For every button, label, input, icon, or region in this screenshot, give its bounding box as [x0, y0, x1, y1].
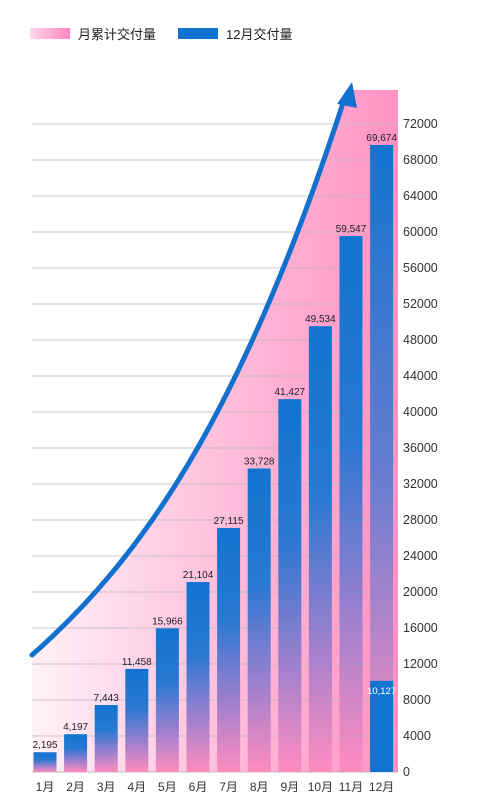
y-tick-label: 28000 [403, 513, 438, 527]
y-tick-label: 56000 [403, 261, 438, 275]
legend-swatch-month [178, 28, 219, 39]
data-label-cumulative: 33,728 [244, 456, 275, 467]
x-tick-label: 7月 [219, 780, 238, 794]
bar-month [370, 680, 394, 772]
bar-cumulative [339, 236, 363, 772]
bar-cumulative [308, 326, 332, 772]
y-tick-label: 32000 [403, 477, 438, 491]
bar-cumulative [64, 734, 88, 772]
data-label-cumulative: 2,195 [32, 740, 57, 751]
bar-cumulative [247, 468, 271, 772]
data-label-cumulative: 49,534 [305, 314, 336, 325]
x-tick-label: 5月 [158, 780, 177, 794]
data-label-cumulative: 15,966 [152, 616, 183, 627]
y-tick-label: 20000 [403, 585, 438, 599]
data-label-cumulative: 7,443 [94, 693, 119, 704]
y-tick-label: 24000 [403, 549, 438, 563]
y-tick-label: 44000 [403, 369, 438, 383]
legend-item-cumulative: 月累计交付量 [30, 24, 156, 43]
data-label-cumulative: 69,674 [366, 133, 397, 144]
y-tick-label: 72000 [403, 117, 438, 131]
bar-cumulative [33, 752, 57, 772]
bar-cumulative [278, 399, 302, 772]
bar-cumulative [125, 668, 149, 772]
data-label-cumulative: 4,197 [63, 722, 88, 733]
x-tick-label: 3月 [97, 780, 116, 794]
data-label-cumulative: 21,104 [183, 570, 214, 581]
x-tick-label: 8月 [250, 780, 269, 794]
y-tick-label: 8000 [403, 693, 431, 707]
legend: 月累计交付量 12月交付量 [30, 24, 314, 43]
y-tick-label: 40000 [403, 405, 438, 419]
trend-arrow-head [337, 82, 357, 108]
y-tick-label: 4000 [403, 729, 431, 743]
x-tick-label: 1月 [36, 780, 55, 794]
data-label-cumulative: 27,115 [214, 516, 244, 527]
y-tick-label: 12000 [403, 657, 438, 671]
bar-cumulative [94, 705, 118, 772]
data-label-cumulative: 11,458 [122, 657, 152, 668]
x-tick-label: 6月 [189, 780, 208, 794]
y-tick-label: 68000 [403, 153, 438, 167]
trend-arrow-line [29, 97, 347, 658]
data-label-cumulative: 59,547 [336, 224, 367, 235]
y-tick-label: 64000 [403, 189, 438, 203]
legend-swatch-cumulative [30, 28, 70, 39]
cumulative-area [32, 90, 398, 772]
bar-cumulative [370, 144, 394, 772]
x-tick-label: 2月 [66, 780, 85, 794]
y-tick-label: 60000 [403, 225, 438, 239]
x-tick-label: 10月 [308, 780, 333, 794]
data-label-cumulative: 41,427 [275, 387, 306, 398]
bar-cumulative [186, 582, 210, 772]
legend-item-month: 12月交付量 [178, 24, 292, 43]
y-tick-label: 36000 [403, 441, 438, 455]
x-tick-label: 9月 [280, 780, 299, 794]
data-label-month: 10,127 [367, 686, 396, 697]
y-tick-label: 52000 [403, 297, 438, 311]
x-tick-label: 11月 [339, 780, 363, 794]
y-tick-label: 16000 [403, 621, 438, 635]
x-tick-label: 12月 [369, 780, 394, 794]
y-tick-label: 48000 [403, 333, 438, 347]
bar-cumulative [155, 628, 179, 772]
legend-label-cumulative: 月累计交付量 [78, 27, 157, 42]
x-tick-label: 4月 [127, 780, 146, 794]
bar-cumulative [217, 527, 241, 772]
y-tick-label: 0 [403, 765, 410, 779]
legend-label-month: 12月交付量 [226, 27, 293, 42]
